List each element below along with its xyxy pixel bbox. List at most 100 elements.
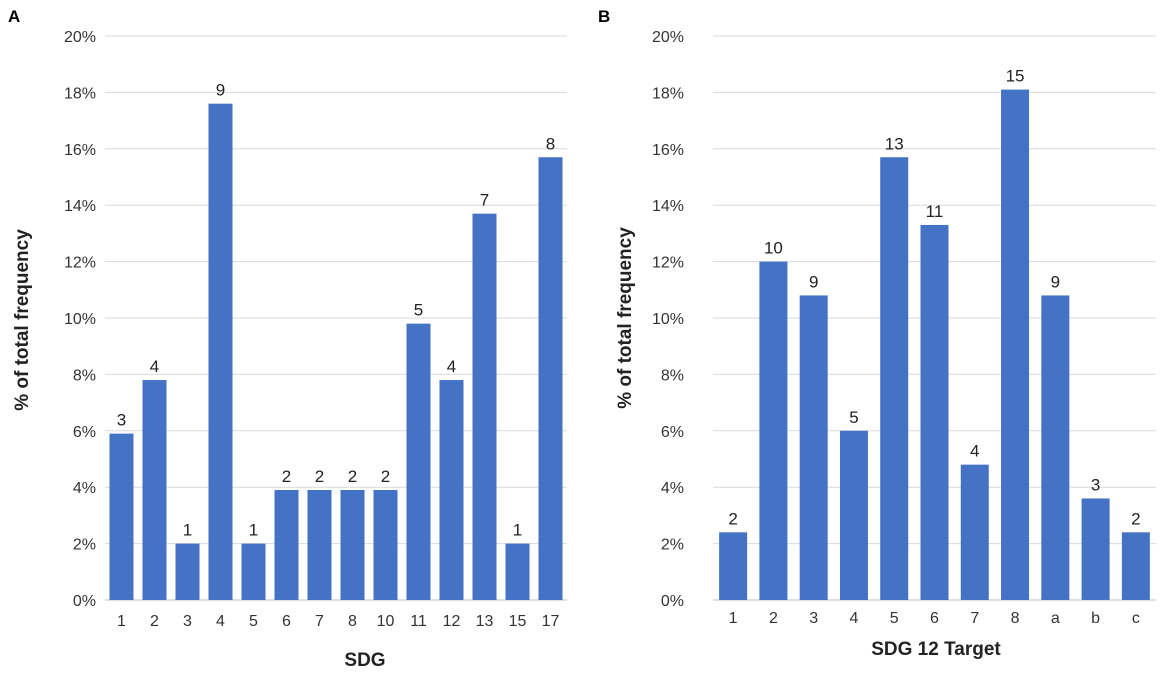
x-tick-label: 15 — [509, 613, 527, 630]
x-tick-label: 1 — [117, 613, 126, 630]
x-tick-label: 4 — [216, 613, 225, 630]
x-tick-label: b — [1091, 610, 1100, 627]
y-tick-label: 14% — [652, 198, 684, 215]
bar — [920, 224, 949, 600]
y-tick-label: 12% — [652, 255, 684, 272]
data-label: 1 — [183, 521, 192, 540]
x-tick-label: 13 — [476, 613, 494, 630]
x-tick-label: 3 — [809, 610, 818, 627]
bar — [759, 261, 788, 600]
data-label: 3 — [117, 411, 126, 430]
data-label: 2 — [381, 467, 390, 486]
data-label: 9 — [1051, 272, 1060, 291]
y-tick-label: 2% — [661, 537, 684, 554]
data-label: 2 — [728, 509, 737, 528]
data-label: 15 — [1006, 67, 1025, 86]
bar — [880, 157, 909, 600]
data-label: 2 — [315, 467, 324, 486]
bar — [719, 532, 748, 600]
bar — [274, 490, 299, 600]
y-tick-label: 10% — [64, 311, 96, 328]
x-axis-title-b: SDG 12 Target — [871, 639, 1001, 660]
y-axis-title-a: % of total frequency — [12, 229, 33, 411]
x-tick-label: a — [1051, 610, 1060, 627]
x-tick-label: 5 — [890, 610, 899, 627]
y-tick-label: 6% — [73, 424, 96, 441]
bar — [175, 543, 200, 600]
bar — [241, 543, 266, 600]
data-label: 10 — [764, 239, 783, 258]
y-tick-label: 18% — [652, 85, 684, 102]
data-label: 13 — [885, 134, 904, 153]
x-tick-label: 6 — [282, 613, 291, 630]
x-tick-label: 17 — [542, 613, 560, 630]
x-tick-label: 10 — [377, 613, 395, 630]
x-tick-label: 3 — [183, 613, 192, 630]
bar — [505, 543, 530, 600]
y-tick-label: 4% — [73, 480, 96, 497]
y-tick-label: 10% — [652, 311, 684, 328]
bar — [1001, 89, 1030, 600]
bar — [472, 213, 497, 600]
bar — [142, 380, 167, 600]
y-tick-label: 18% — [64, 85, 96, 102]
x-tick-label: 12 — [443, 613, 461, 630]
x-tick-label: c — [1132, 610, 1140, 627]
y-tick-label: 16% — [64, 142, 96, 159]
bar — [406, 323, 431, 600]
bar — [307, 490, 332, 600]
data-label: 2 — [348, 467, 357, 486]
bar — [439, 380, 464, 600]
data-label: 11 — [926, 202, 944, 221]
x-tick-label: 8 — [1011, 610, 1020, 627]
x-tick-label: 7 — [315, 613, 324, 630]
x-tick-label: 4 — [850, 610, 859, 627]
y-tick-label: 4% — [661, 480, 684, 497]
x-tick-label: 6 — [930, 610, 939, 627]
x-tick-label: 7 — [970, 610, 979, 627]
panel-label-b: B — [598, 7, 610, 26]
y-axis-title-b: % of total frequency — [615, 227, 636, 409]
y-tick-label: 20% — [64, 29, 96, 46]
data-label: 4 — [970, 442, 979, 461]
data-label: 5 — [849, 408, 858, 427]
x-tick-label: 11 — [410, 613, 427, 630]
x-tick-label: 5 — [249, 613, 258, 630]
data-label: 9 — [809, 272, 818, 291]
data-label: 5 — [414, 301, 423, 320]
bar — [373, 490, 398, 600]
bar — [538, 157, 563, 600]
data-label: 3 — [1091, 475, 1100, 494]
bar — [109, 433, 134, 600]
y-tick-label: 2% — [73, 537, 96, 554]
x-tick-label: 8 — [348, 613, 357, 630]
bar — [839, 430, 868, 600]
bar — [799, 295, 828, 600]
y-tick-label: 16% — [652, 142, 684, 159]
panel-label-a: A — [8, 7, 20, 26]
bar — [1041, 295, 1070, 600]
bar — [1121, 532, 1150, 600]
bar — [1081, 498, 1110, 600]
y-tick-label: 12% — [64, 255, 96, 272]
bar — [340, 490, 365, 600]
y-tick-label: 8% — [661, 367, 684, 384]
bar — [208, 103, 233, 601]
bar — [960, 464, 989, 600]
x-axis-title-a: SDG — [344, 650, 385, 671]
y-tick-label: 0% — [73, 593, 96, 610]
data-label: 2 — [282, 467, 291, 486]
data-label: 7 — [480, 191, 489, 210]
x-tick-label: 2 — [150, 613, 159, 630]
y-tick-label: 8% — [73, 367, 96, 384]
data-label: 4 — [150, 357, 159, 376]
data-label: 1 — [249, 521, 258, 540]
y-tick-label: 6% — [661, 424, 684, 441]
data-label: 4 — [447, 357, 456, 376]
x-tick-label: 2 — [769, 610, 778, 627]
y-tick-label: 14% — [64, 198, 96, 215]
x-tick-label: 1 — [729, 610, 738, 627]
data-label: 9 — [216, 81, 225, 100]
